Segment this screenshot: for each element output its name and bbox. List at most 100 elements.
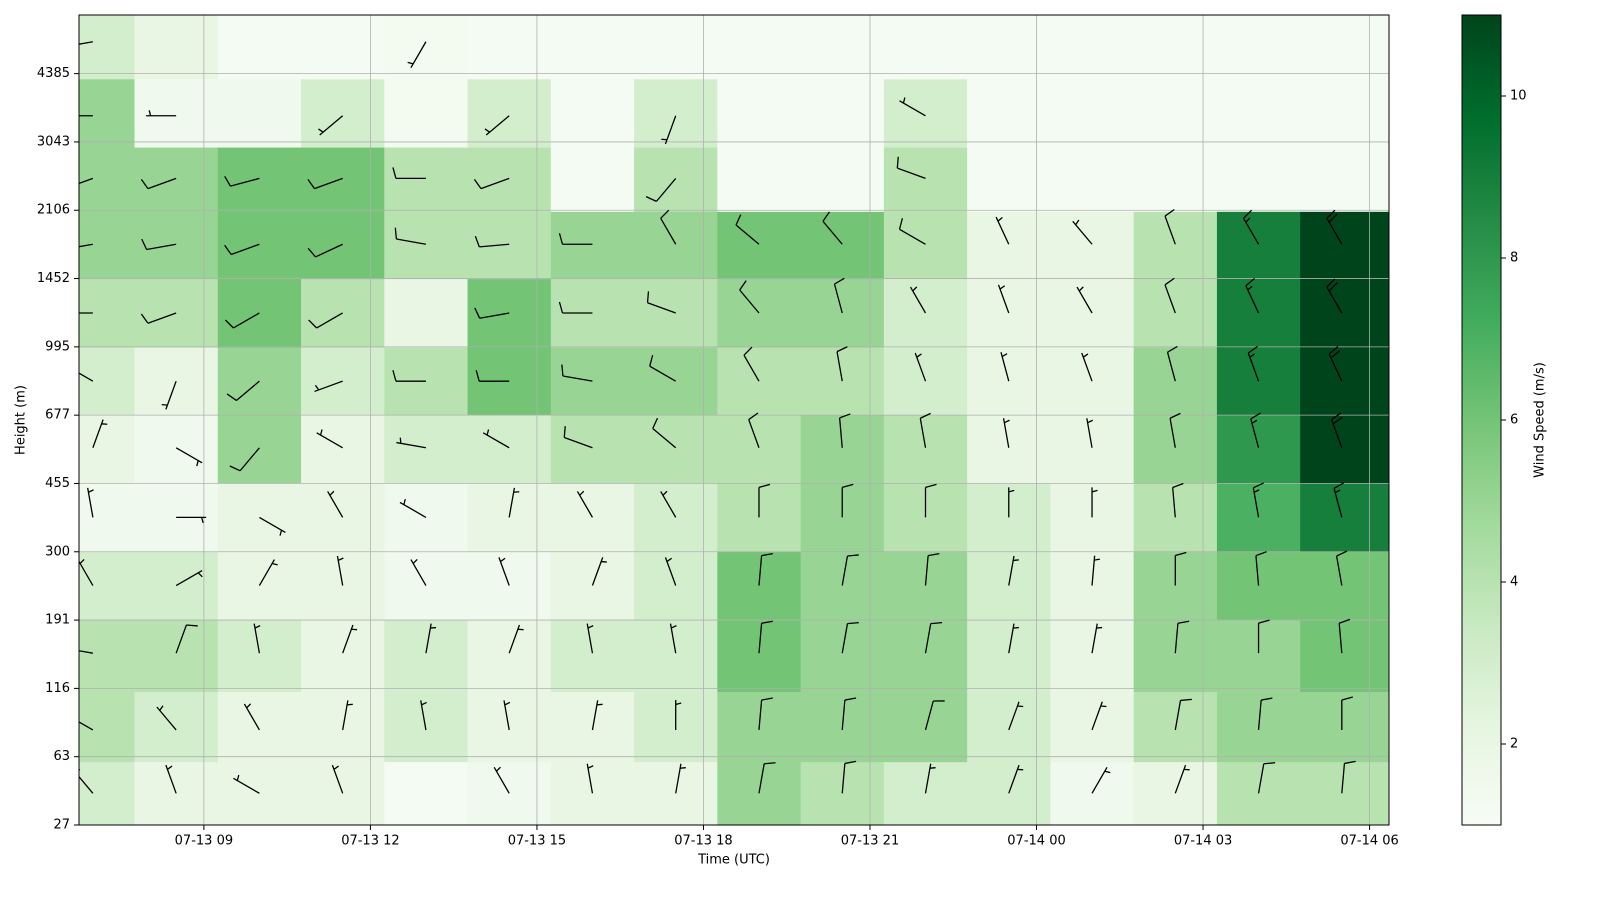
heatmap-cell — [800, 147, 885, 212]
wind-barb — [140, 177, 177, 190]
heatmap-cell — [467, 15, 552, 80]
heatmap-cell — [717, 619, 802, 693]
y-tick-label: 455 — [45, 476, 70, 491]
heatmap-cell — [550, 619, 635, 693]
heatmap-cell — [800, 551, 885, 620]
wind-barb — [1333, 482, 1345, 518]
heatmap-cell — [384, 147, 469, 212]
heatmap-cell — [1300, 619, 1389, 693]
wind-barb — [586, 623, 594, 654]
heatmap-cell — [967, 551, 1051, 620]
wind-barb — [669, 623, 677, 654]
heatmap-cell — [217, 619, 302, 693]
wind-barb — [1326, 209, 1343, 245]
wind-barb — [307, 243, 343, 258]
heatmap-cell — [79, 482, 136, 552]
heatmap-cell — [800, 414, 885, 484]
x-tick-label: 07-14 00 — [1007, 834, 1065, 849]
heatmap-cell — [634, 147, 718, 212]
wind-barb — [508, 487, 520, 518]
heatmap-cell — [79, 15, 136, 80]
heatmap-cell — [134, 211, 219, 280]
heatmap-cell — [634, 211, 718, 280]
heatmap-cell — [1216, 78, 1301, 148]
heatmap-cell — [1050, 414, 1135, 484]
heatmap-cell — [883, 211, 968, 280]
wind-barb — [1091, 623, 1103, 654]
wind-barb — [1174, 551, 1187, 586]
heatmap-cell — [79, 147, 136, 212]
heatmap-cell — [467, 414, 552, 484]
wind-barb — [661, 115, 677, 145]
wind-barb — [841, 554, 859, 586]
heatmap-cell — [883, 761, 968, 825]
heatmap-cell — [467, 551, 552, 620]
wind-barb — [748, 412, 760, 448]
wind-barb — [1335, 550, 1348, 586]
wind-barb — [92, 419, 108, 448]
wind-barb — [87, 487, 94, 518]
colorbar-tick-label: 2 — [1510, 737, 1518, 752]
heatmap-cell — [1050, 761, 1135, 825]
wind-barb — [1257, 697, 1273, 731]
heatmap-cell — [1133, 761, 1218, 825]
heatmap-cell — [301, 551, 385, 620]
wind-barb — [474, 307, 510, 319]
wind-barb — [258, 559, 278, 586]
wind-barb — [253, 623, 261, 654]
wind-barb — [1008, 555, 1019, 586]
heatmap-cell — [550, 347, 635, 415]
wind-barb — [482, 429, 510, 449]
wind-barb — [1002, 418, 1010, 448]
wind-barb — [652, 417, 677, 449]
wind-barb — [997, 284, 1010, 314]
heatmap-cell — [1300, 414, 1389, 484]
wind-barb — [156, 705, 177, 731]
heatmap-cell — [550, 551, 635, 620]
wind-barb — [176, 516, 207, 524]
colorbar-tick-label: 6 — [1510, 413, 1518, 428]
heatmap-cell — [217, 761, 302, 825]
wind-barb — [1247, 345, 1260, 382]
wind-barb — [586, 763, 594, 794]
y-tick-label: 27 — [53, 818, 70, 833]
heatmap-cell — [1050, 278, 1135, 348]
wind-barb — [425, 623, 437, 654]
colorbar-label: Wind Speed (m/s) — [1533, 362, 1548, 478]
wind-barb — [308, 312, 343, 329]
wind-barb — [919, 412, 931, 448]
x-tick-label: 07-13 09 — [175, 834, 233, 849]
wind-barb — [563, 426, 593, 449]
colorbar-tick-label: 4 — [1510, 575, 1518, 590]
heatmap-cell — [384, 15, 469, 80]
wind-barb — [407, 41, 427, 69]
heatmap-cell — [217, 414, 302, 484]
wind-barb — [79, 177, 94, 185]
wind-barb — [1000, 352, 1010, 382]
wind-barb — [841, 697, 857, 731]
heatmap-cell — [467, 78, 552, 148]
wind-barb — [342, 700, 353, 731]
heatmap-cell — [1050, 551, 1135, 620]
heatmap-cell — [384, 551, 469, 620]
wind-barb — [79, 115, 93, 117]
wind-barb — [660, 209, 677, 245]
wind-barb — [224, 243, 260, 256]
wind-barb — [1341, 696, 1353, 730]
x-tick-label: 07-13 15 — [508, 834, 566, 849]
wind-barb — [836, 346, 848, 382]
wind-barb — [758, 762, 776, 794]
heatmap-cell — [217, 78, 302, 148]
wind-barb — [331, 764, 344, 794]
heatmap-cell — [967, 414, 1051, 484]
heatmap-cell — [717, 278, 802, 348]
heatmap-cell — [1050, 619, 1135, 693]
wind-barb — [1008, 764, 1024, 794]
wind-barb — [336, 555, 344, 586]
wind-barb — [161, 380, 177, 410]
heatmap-cell — [217, 347, 302, 415]
heatmap-cell — [134, 147, 219, 212]
wind-barb — [243, 703, 260, 731]
wind-barb — [558, 233, 593, 245]
wind-barb — [1169, 412, 1181, 448]
